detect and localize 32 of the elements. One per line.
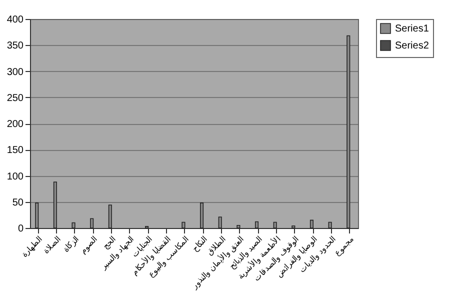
bar — [254, 221, 259, 228]
x-tick-label: الزكاة — [61, 234, 81, 254]
bar — [200, 202, 204, 228]
bar — [346, 35, 350, 228]
y-tick-label: 150 — [6, 145, 24, 156]
bar — [328, 222, 332, 228]
bar — [35, 202, 39, 228]
bar — [273, 222, 277, 228]
bar — [53, 182, 57, 228]
y-tick-label: 350 — [6, 40, 24, 52]
y-tick-label: 300 — [6, 66, 24, 78]
bar — [72, 222, 76, 228]
x-tick-label: الطهارة — [20, 234, 44, 259]
y-tick-label: 50 — [12, 197, 24, 208]
bar — [182, 222, 186, 228]
x-tick-label: الصوم — [78, 234, 99, 256]
y-tick-label: 100 — [6, 171, 24, 182]
legend-label: Series1 — [395, 24, 430, 34]
x-tick-label: الصلاة — [42, 234, 62, 256]
legend-label: Series2 — [395, 40, 430, 52]
bar — [310, 220, 314, 228]
y-tick-label: 0 — [18, 224, 24, 234]
bar — [90, 218, 94, 228]
x-tick-label: الحج — [100, 234, 118, 252]
x-tick-label: النكاح — [190, 234, 209, 254]
y-tick-label: 200 — [6, 119, 24, 130]
bar — [218, 216, 222, 228]
bar — [236, 224, 240, 228]
bar — [108, 204, 112, 228]
bar — [292, 226, 296, 228]
y-tick-label: 400 — [6, 14, 24, 26]
y-tick-label: 250 — [6, 92, 24, 104]
